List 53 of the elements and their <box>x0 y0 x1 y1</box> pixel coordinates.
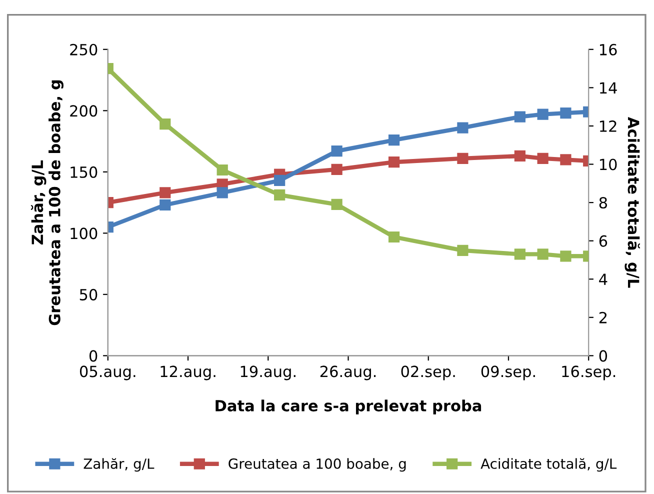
point <box>331 198 342 210</box>
y2-tick-label: 10 <box>600 158 617 170</box>
x-tick-label: 09.sep. <box>481 366 535 380</box>
y-tick-label: 50 <box>80 288 98 300</box>
point <box>560 250 572 262</box>
y2-tick-label: 6 <box>599 235 608 247</box>
point <box>274 189 286 200</box>
point <box>537 108 548 120</box>
point <box>274 174 286 186</box>
y-tick-label: 0 <box>89 350 98 362</box>
legend-label: Aciditate totală, g/L <box>480 458 617 472</box>
y2-tick-label: 4 <box>599 274 608 285</box>
point <box>537 152 548 164</box>
point <box>160 199 171 211</box>
y2-tick-label: 14 <box>600 82 617 94</box>
point <box>388 231 400 243</box>
point <box>457 244 468 256</box>
point <box>537 248 548 260</box>
y-tick-label: 150 <box>70 166 98 178</box>
point <box>388 134 400 146</box>
point <box>160 118 171 130</box>
y-tick-label: 100 <box>70 228 98 240</box>
point <box>331 164 342 176</box>
point <box>457 122 468 134</box>
point <box>560 108 572 119</box>
point <box>331 146 342 157</box>
point <box>160 187 171 198</box>
point <box>514 150 526 162</box>
point <box>216 164 228 176</box>
y-tick-label: 200 <box>70 105 98 117</box>
point <box>457 152 468 164</box>
x-tick-label: 02.sep. <box>401 366 455 380</box>
legend-label: Zahăr, g/L <box>84 458 154 472</box>
point <box>560 154 572 166</box>
y-axis-title: Zahăr, g/L Greutatea a 100 de boabe, g <box>30 80 64 326</box>
y2-tick-label: 2 <box>599 312 607 324</box>
x-axis-title: Data la care s-a prelevat proba <box>216 400 482 414</box>
y2-axis-title: Aciditate totală, g/L <box>624 117 640 288</box>
x-tick-label: 12.aug. <box>160 366 216 380</box>
x-tick-label: 26.aug. <box>320 366 376 380</box>
y2-tick-label: 8 <box>599 197 607 209</box>
y2-tick-label: 0 <box>599 350 608 362</box>
x-tick-label: 05.aug. <box>80 366 136 380</box>
legend-label: Greutatea a 100 boabe, g <box>228 458 406 472</box>
x-tick-label: 16.sep. <box>562 366 616 380</box>
y2-tick-label: 12 <box>600 120 616 132</box>
y-tick-label: 250 <box>70 44 98 56</box>
point <box>388 156 400 168</box>
point <box>216 187 228 198</box>
y2-tick-label: 16 <box>600 44 617 56</box>
point <box>514 111 526 122</box>
point <box>514 248 526 260</box>
x-tick-label: 19.aug. <box>240 366 296 380</box>
